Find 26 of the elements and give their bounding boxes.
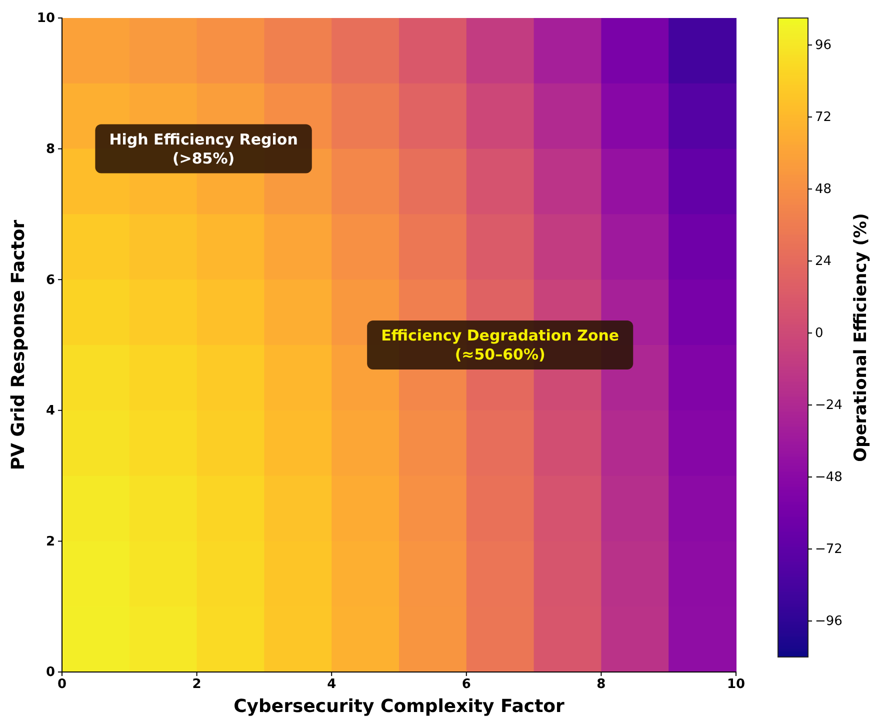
x-axis-title: Cybersecurity Complexity Factor — [234, 696, 565, 717]
x-tick-label: 4 — [327, 677, 336, 692]
y-tick-label: 4 — [46, 404, 55, 419]
color-bar-label: 72 — [815, 110, 832, 126]
color-bar-title: Operational Efficiency (%) — [851, 213, 871, 462]
y-tick-label: 0 — [46, 665, 55, 680]
color-bar-label: −48 — [815, 470, 842, 486]
color-bar-label: 24 — [815, 254, 832, 270]
x-tick-label: 8 — [596, 677, 606, 692]
annotation: Efficiency Degradation Zone (≈50–60%) — [381, 326, 620, 364]
color-bar-label: 48 — [815, 182, 832, 198]
color-bar-label: −96 — [815, 614, 842, 630]
x-tick-label: 10 — [726, 677, 746, 692]
y-axis-title: PV Grid Response Factor — [8, 220, 29, 470]
y-tick-label: 8 — [46, 142, 55, 157]
x-tick-label: 6 — [462, 677, 471, 692]
y-tick-label: 6 — [46, 272, 55, 288]
x-tick-label: 2 — [192, 677, 202, 692]
color-bar-label: −24 — [815, 398, 842, 414]
color-bar-label: 0 — [815, 326, 824, 342]
color-bar-label: 96 — [815, 38, 832, 54]
y-tick-label: 10 — [36, 11, 55, 26]
color-bar-label: −72 — [815, 542, 842, 558]
x-tick-label: 0 — [57, 677, 67, 692]
annotation: High Efficiency Region (>85%) — [109, 130, 298, 168]
y-tick-label: 2 — [46, 534, 55, 550]
